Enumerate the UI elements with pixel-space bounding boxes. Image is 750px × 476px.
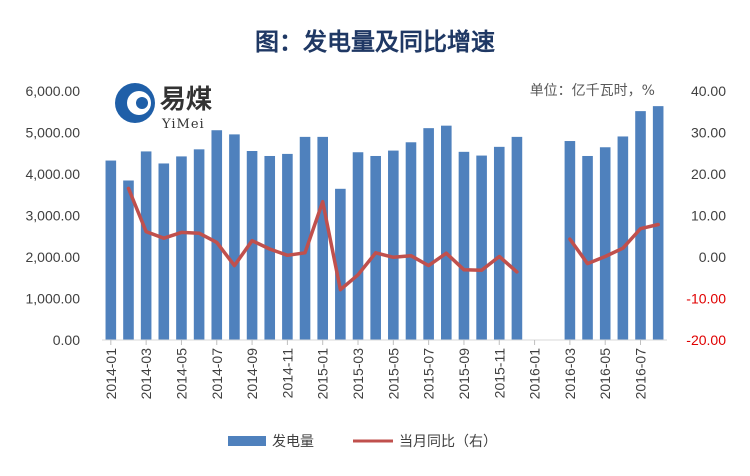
- bar: [352, 152, 364, 340]
- series-line: [126, 186, 519, 292]
- bar: [140, 151, 152, 340]
- left-axis: 0.00 1,000.00 2,000.00 3,000.00 4,000.00 5,00…: [26, 83, 81, 348]
- bar: [123, 180, 134, 340]
- bar: [423, 128, 434, 340]
- unit-label: 单位：亿千瓦时，%: [530, 83, 655, 99]
- bar: [599, 147, 611, 340]
- bar: [176, 156, 187, 340]
- bar: [511, 136, 523, 340]
- x-tick-label: 2015-09: [456, 348, 472, 400]
- left-tick-label: 0.00: [53, 332, 80, 348]
- right-tick-label: -10.00: [686, 290, 726, 306]
- left-tick-label: 4,000.00: [26, 166, 81, 182]
- x-tick-label: 2016-07: [633, 348, 649, 400]
- left-tick-label: 2,000.00: [26, 249, 81, 265]
- bar: [105, 160, 117, 340]
- x-axis: 2014-01 2014-03 2014-05 2014-07 2014-09 2014-…: [103, 340, 649, 399]
- bar: [476, 155, 487, 340]
- bar: [635, 111, 646, 340]
- bar: [617, 136, 629, 340]
- x-tick-label: 2016-01: [527, 348, 543, 400]
- x-tick-label: 2015-01: [315, 348, 331, 400]
- bar: [370, 155, 381, 340]
- x-tick-label: 2014-11: [279, 348, 295, 399]
- bar-series: [105, 106, 664, 341]
- x-tick-label: 2014-07: [209, 348, 225, 400]
- logo: 易煤 YiMei: [115, 83, 212, 132]
- bar: [317, 136, 328, 340]
- left-tick-label: 3,000.00: [26, 207, 81, 223]
- left-tick-label: 1,000.00: [26, 290, 81, 306]
- x-tick-label: 2014-09: [244, 348, 260, 400]
- right-tick-label: 0.00: [699, 249, 726, 265]
- x-tick-label: 2014-03: [138, 348, 154, 400]
- x-tick-label: 2015-05: [385, 348, 401, 400]
- bar: [229, 134, 240, 340]
- legend-bar-label: 发电量: [272, 434, 314, 450]
- bar: [282, 153, 293, 340]
- bar: [211, 130, 223, 340]
- x-tick-label: 2015-03: [350, 348, 366, 400]
- x-tick-label: 2016-05: [597, 348, 613, 400]
- bar: [493, 146, 505, 340]
- series-line: [568, 222, 660, 266]
- right-tick-label: 40.00: [691, 83, 726, 99]
- right-tick-label: 10.00: [691, 207, 726, 223]
- left-tick-label: 5,000.00: [26, 124, 81, 140]
- logo-name: 易煤: [160, 85, 212, 115]
- legend-bar-swatch: [228, 436, 266, 446]
- bar: [193, 149, 205, 340]
- bar: [458, 151, 470, 340]
- bar: [158, 163, 170, 340]
- right-axis: -20.00 -10.00 0.00 10.00 20.00 30.00 40.00: [686, 83, 726, 348]
- x-tick-label: 2016-03: [562, 348, 578, 400]
- bar: [299, 136, 311, 340]
- chart-title: 图：发电量及同比增速: [255, 28, 495, 56]
- right-tick-label: 30.00: [691, 124, 726, 140]
- bar: [441, 125, 452, 341]
- left-tick-label: 6,000.00: [26, 83, 81, 99]
- bar: [582, 155, 593, 340]
- x-tick-label: 2014-05: [173, 348, 189, 400]
- line-series: [126, 186, 660, 292]
- x-tick-label: 2014-01: [103, 348, 119, 400]
- x-tick-label: 2015-11: [491, 348, 507, 399]
- bar: [388, 150, 399, 340]
- right-tick-label: 20.00: [691, 166, 726, 182]
- logo-sub: YiMei: [161, 117, 205, 132]
- x-tick-label: 2015-07: [421, 348, 437, 400]
- bar: [335, 188, 346, 340]
- bar: [405, 142, 417, 340]
- bar: [246, 151, 258, 340]
- legend-line-label: 当月同比（右）: [399, 434, 497, 450]
- legend: 发电量 当月同比（右）: [228, 434, 497, 450]
- right-tick-label: -20.00: [686, 332, 726, 348]
